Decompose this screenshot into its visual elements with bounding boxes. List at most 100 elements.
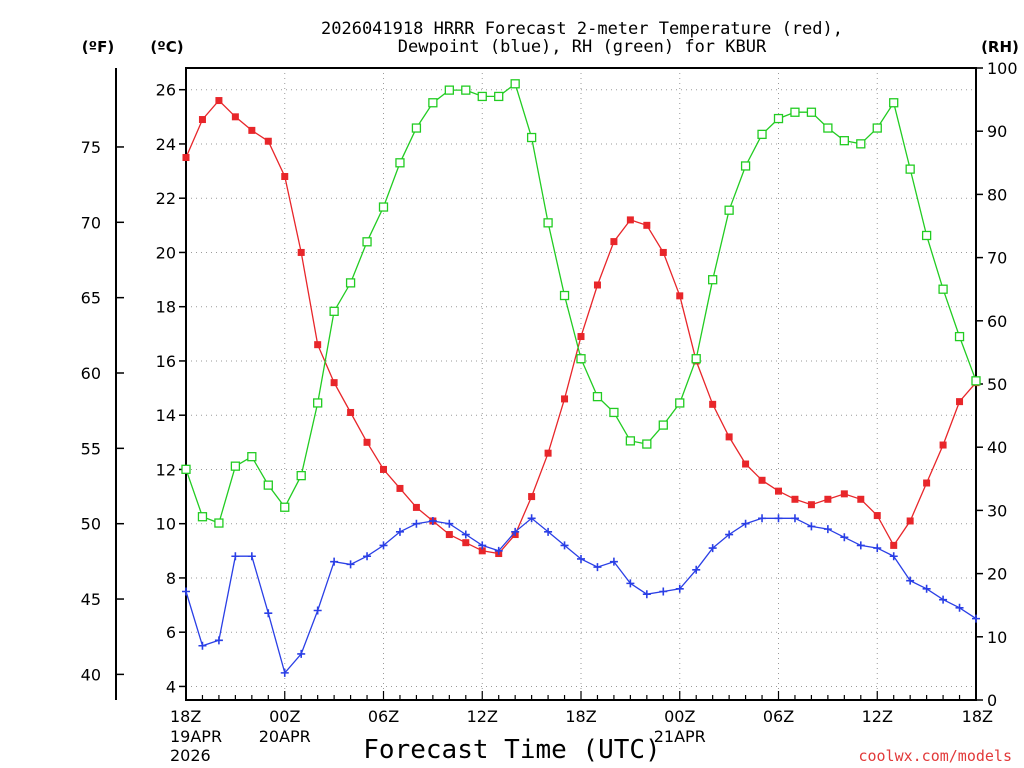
axes: 4 6 8 10 12 14 16 18 20 22 24 26 40 45 50 55 60 65 70 75 0 10… <box>81 59 1018 765</box>
fahrenheit-tick-label: 75 <box>81 138 101 157</box>
2-meter-temperature-point <box>412 503 420 511</box>
dewpoint-point <box>741 519 750 528</box>
rh-tick-label: 80 <box>987 185 1007 204</box>
rh-point <box>889 98 899 108</box>
rh-point <box>609 407 619 418</box>
rh-point <box>823 123 833 133</box>
dewpoint-point <box>511 527 520 536</box>
rh-point <box>296 470 306 481</box>
rh-point <box>592 391 603 402</box>
rh-point <box>856 139 866 149</box>
fahrenheit-tick-label: 50 <box>81 515 101 534</box>
rh-point <box>691 354 701 364</box>
rh-point <box>197 512 208 522</box>
celsius-tick-label: 20 <box>156 243 176 262</box>
rh-point <box>345 278 356 288</box>
2-meter-temperature-point <box>890 541 898 549</box>
dewpoint-point <box>692 565 701 574</box>
rh-tick-label: 40 <box>987 438 1007 457</box>
rh-point <box>642 439 652 449</box>
2-meter-temperature-point <box>577 333 585 341</box>
dewpoint-point <box>609 557 618 566</box>
dewpoint-point <box>823 525 832 534</box>
rh-point <box>526 132 537 143</box>
2-meter-temperature-point <box>264 137 272 145</box>
rh-point <box>543 218 553 228</box>
dewpoint-point <box>247 552 256 561</box>
dewpoint-point <box>626 579 635 588</box>
2-meter-temperature-point <box>248 126 256 134</box>
dewpoint-point <box>280 668 289 677</box>
rh-point <box>675 398 685 408</box>
2-meter-temperature-point <box>363 438 371 446</box>
rh-point <box>790 107 800 117</box>
rh-point <box>461 85 471 95</box>
x-tick-label: 18Z <box>170 707 201 726</box>
2-meter-temperature-point <box>462 539 470 547</box>
dewpoint-line <box>185 517 977 675</box>
dewpoint-point <box>642 590 651 599</box>
x-tick-label: 06Z <box>763 707 794 726</box>
2-meter-temperature-point <box>314 341 322 349</box>
rh-point <box>708 275 718 285</box>
x-tick-label: 18Z <box>962 707 993 726</box>
dewpoint-point <box>313 606 322 615</box>
dewpoint-point <box>182 587 190 596</box>
rh-point <box>872 123 882 133</box>
2-meter-temperature-point <box>775 487 782 495</box>
dewpoint-point <box>922 584 931 593</box>
dewpoint-point <box>725 530 734 539</box>
rh-point <box>362 237 372 247</box>
dewpoint-point <box>198 641 207 650</box>
2-meter-temperature-point <box>445 531 453 539</box>
rh-point <box>247 452 257 462</box>
dewpoint-point <box>379 541 388 550</box>
rh-point <box>806 107 817 117</box>
celsius-tick-label: 14 <box>156 406 176 425</box>
2-meter-temperature-point <box>873 512 881 520</box>
x-tick-label: 12Z <box>862 707 893 726</box>
2-meter-temperature-point <box>231 113 239 121</box>
dewpoint-point <box>346 560 355 569</box>
2-meter-temperature-point <box>676 292 684 300</box>
rh-tick-label: 50 <box>987 375 1007 394</box>
2-meter-temperature-point <box>758 476 766 484</box>
2-meter-temperature-point <box>939 441 947 449</box>
2-meter-temperature-point <box>791 495 799 503</box>
dewpoint-point <box>412 519 421 528</box>
2-meter-temperature-point <box>725 433 733 441</box>
dewpoint-point <box>758 514 767 523</box>
2-meter-temperature-point <box>281 172 289 180</box>
2-meter-temperature-point <box>857 495 865 503</box>
dewpoint-point <box>363 552 372 561</box>
dewpoint-point <box>889 552 898 561</box>
x-tick-sublabel: 19APR <box>170 727 222 746</box>
rh-point <box>313 398 323 408</box>
x-tick-label: 00Z <box>269 707 300 726</box>
dewpoint-point <box>790 514 799 523</box>
celsius-tick-label: 26 <box>156 81 176 100</box>
rh-point <box>905 164 915 174</box>
rh-tick-label: 30 <box>987 501 1007 520</box>
dewpoint-point <box>593 563 602 572</box>
dewpoint-point <box>297 649 306 658</box>
rh-point <box>724 205 734 215</box>
2-meter-temperature-point <box>906 517 914 525</box>
credit-text[interactable]: coolwx.com/models <box>858 747 1012 765</box>
dewpoint-point <box>906 576 915 585</box>
rh-point <box>921 230 932 241</box>
rh-unit-label: (RH) <box>981 38 1019 56</box>
fahrenheit-tick-label: 40 <box>81 665 101 684</box>
rh-point <box>214 518 224 528</box>
dewpoint-point <box>972 614 980 623</box>
celsius-tick-label: 16 <box>156 352 176 371</box>
x-tick-sublabel: 2026 <box>170 746 211 765</box>
2-meter-temperature-point <box>182 154 190 162</box>
2-meter-temperature-point <box>610 238 618 246</box>
rh-point <box>444 85 454 95</box>
rh-point <box>658 420 668 430</box>
celsius-tick-label: 8 <box>166 569 176 588</box>
2-meter-temperature-point <box>956 398 964 406</box>
gridlines <box>186 68 976 700</box>
